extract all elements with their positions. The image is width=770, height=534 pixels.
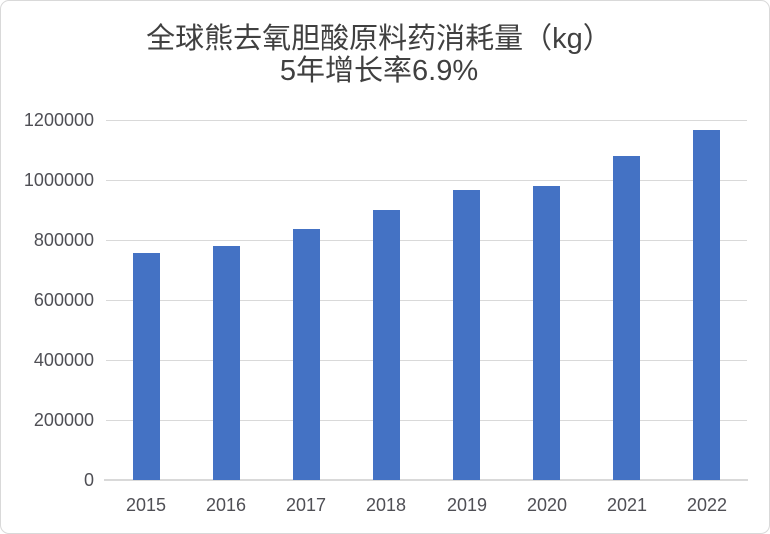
bar-2020 xyxy=(533,186,560,480)
x-tick-label: 2017 xyxy=(285,495,327,515)
x-tick-label: 2019 xyxy=(446,495,488,515)
x-tick-label: 2015 xyxy=(125,495,167,515)
x-tick-label: 2018 xyxy=(365,495,407,515)
gridline xyxy=(106,240,747,241)
gridline xyxy=(106,420,747,421)
gridline xyxy=(106,360,747,361)
y-tick-label: 0 xyxy=(83,470,94,490)
y-tick-label: 600000 xyxy=(33,290,94,310)
bar-2018 xyxy=(373,210,400,480)
y-tick-label: 200000 xyxy=(33,410,94,430)
bar-2016 xyxy=(213,246,240,480)
gridline xyxy=(106,300,747,301)
x-axis-line xyxy=(104,479,748,481)
gridline xyxy=(106,120,747,121)
y-tick-label: 400000 xyxy=(33,350,94,370)
chart-title-line1: 全球熊去氧胆酸原料药消耗量（kg） xyxy=(146,23,612,55)
bar-2019 xyxy=(453,190,480,480)
bar-2015 xyxy=(133,253,160,480)
x-tick-label: 2016 xyxy=(205,495,247,515)
bar-2021 xyxy=(613,156,640,480)
y-tick-label: 800000 xyxy=(33,230,94,250)
chart-title-line2: 5年增长率6.9% xyxy=(279,55,479,87)
x-tick-label: 2021 xyxy=(606,495,648,515)
x-tick-label: 2020 xyxy=(526,495,568,515)
y-tick-label: 1000000 xyxy=(23,170,94,190)
x-tick-label: 2022 xyxy=(686,495,728,515)
bar-2017 xyxy=(293,229,320,480)
gridline xyxy=(106,180,747,181)
bar-2022 xyxy=(693,130,720,480)
y-tick-label: 1200000 xyxy=(23,110,94,130)
chart-title: 全球熊去氧胆酸原料药消耗量（kg） 5年增长率6.9% xyxy=(1,23,757,87)
